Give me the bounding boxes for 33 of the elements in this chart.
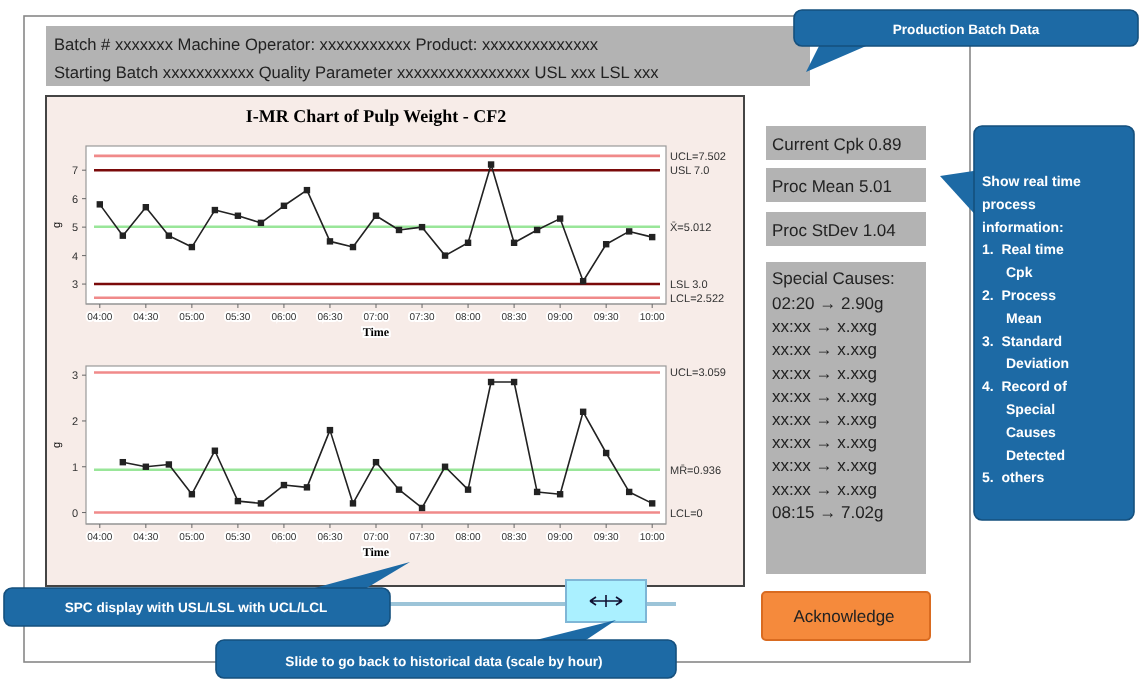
text: xx:xx → x.xxg [772,385,878,406]
text: xx:xx → x.xxg [772,409,878,429]
text: xx:xx → x.xxg [772,339,878,360]
point [119,232,127,239]
text: xx:xx → x.xxg [772,432,878,453]
text: 02:20 → 2.90g [772,293,885,313]
text: xx:xx → x.xxg [772,455,878,476]
text: xx:xx → x.xxg [772,478,878,499]
text: Proc StDev 1.04 [772,220,897,240]
point [165,232,173,239]
point [96,201,104,208]
text: Proc Mean 5.01 [772,176,893,196]
point [349,500,357,507]
point [625,228,633,235]
point [464,486,472,493]
point [303,484,311,491]
point [556,215,564,222]
point [648,500,656,507]
text: Batch # xxxxxxx Machine Operator: xxxxxxxxxxx Product: xxxxxxxxxxxxxx [54,34,600,54]
text: xx:xx → x.xxg [772,362,878,383]
point [487,161,495,168]
point [326,238,334,245]
text: xx:xx → x.xxg [772,316,878,337]
text: Starting Batch xxxxxxxxxxx Quality Parameter xxxxxxxxxxxxxxxx USL xxx LSL xxx [54,62,661,82]
point [165,461,173,468]
text: Current Cpk 0.89 [772,134,902,154]
point [441,252,449,259]
chart-title: I-MR Chart of Pulp Weight - CF2 [245,106,508,126]
text: 08:15 → 7.02g [772,501,885,522]
text: Special Causes: [772,268,895,288]
point [395,486,403,493]
point [257,500,265,507]
text: Acknowledge [793,606,896,626]
